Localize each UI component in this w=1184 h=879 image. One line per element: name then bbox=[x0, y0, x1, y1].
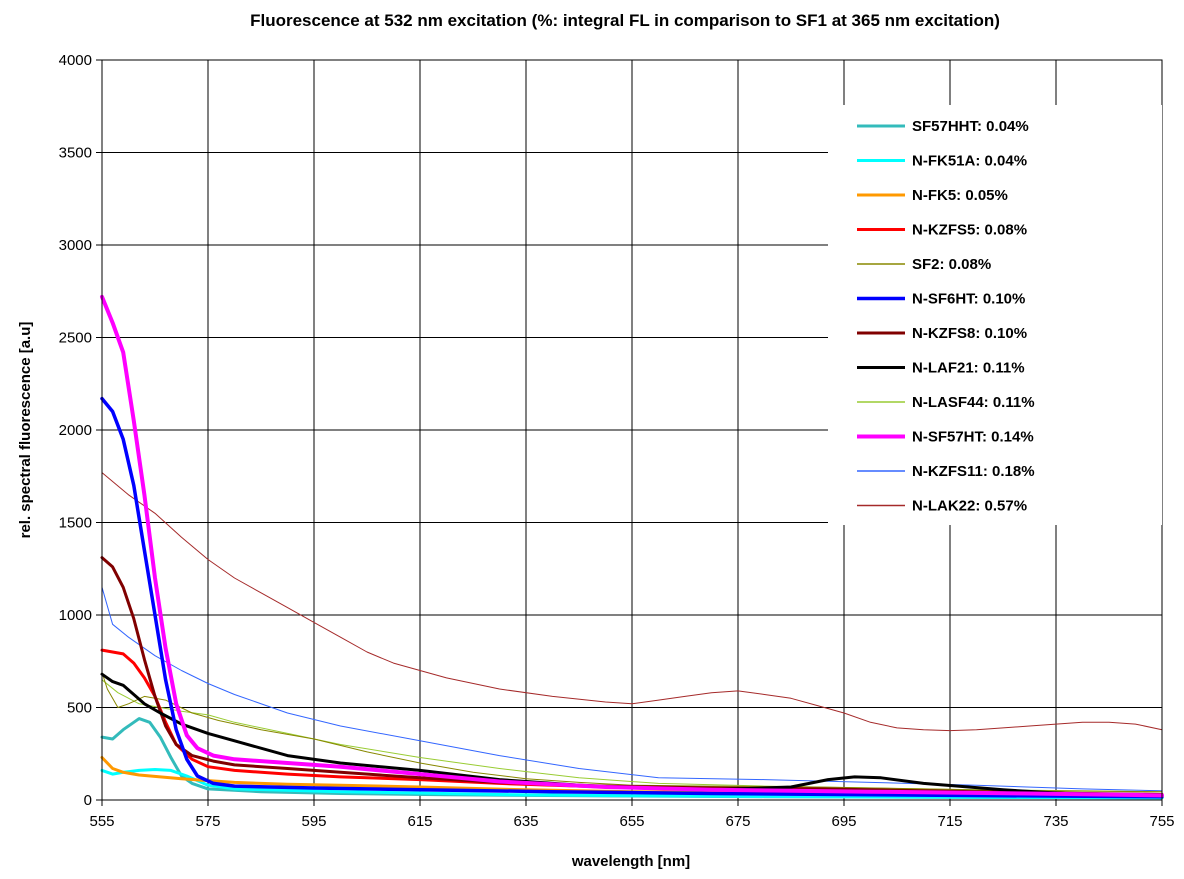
y-tick-label-5: 2500 bbox=[59, 330, 92, 347]
y-tick-label-3: 1500 bbox=[59, 515, 92, 532]
series-line-7 bbox=[100, 672, 1164, 798]
x-tick-label-1: 575 bbox=[195, 813, 220, 830]
legend-entry-10: N-KZFS11: 0.18% bbox=[912, 463, 1035, 480]
x-tick-label-6: 675 bbox=[725, 813, 750, 830]
x-tick-label-10: 755 bbox=[1149, 813, 1174, 830]
y-tick-label-0: 0 bbox=[84, 792, 92, 809]
legend-entry-6: N-KZFS8: 0.10% bbox=[912, 325, 1027, 342]
y-axis-label: rel. spectral fluorescence [a.u] bbox=[17, 322, 34, 539]
chart-title: Fluorescence at 532 nm excitation (%: in… bbox=[250, 11, 1000, 30]
x-axis-label: wavelength [nm] bbox=[571, 853, 690, 870]
series-line-9 bbox=[100, 294, 1164, 798]
x-tick-label-7: 695 bbox=[831, 813, 856, 830]
y-tick-label-1: 500 bbox=[67, 700, 92, 717]
x-tick-label-2: 595 bbox=[301, 813, 326, 830]
y-tick-label-4: 2000 bbox=[59, 422, 92, 439]
x-tick-label-9: 735 bbox=[1043, 813, 1068, 830]
legend-entry-5: N-SF6HT: 0.10% bbox=[912, 291, 1025, 308]
legend: SF57HHT: 0.04% N-FK51A: 0.04% N-FK5: 0.05%… bbox=[828, 105, 1162, 525]
legend-entry-8: N-LASF44: 0.11% bbox=[912, 394, 1035, 411]
legend-entry-3: N-KZFS5: 0.08% bbox=[912, 222, 1027, 239]
y-tick-label-8: 4000 bbox=[59, 52, 92, 69]
tick-labels: 555 575 595 615 635 655 675 695 715 735 755 0 500 100… bbox=[59, 52, 1175, 830]
x-tick-label-0: 555 bbox=[89, 813, 114, 830]
legend-entry-2: N-FK5: 0.05% bbox=[912, 187, 1008, 204]
legend-entry-7: N-LAF21: 0.11% bbox=[912, 360, 1025, 377]
legend-box bbox=[828, 105, 1162, 525]
y-tick-label-7: 3500 bbox=[59, 145, 92, 162]
legend-entry-4: SF2: 0.08% bbox=[912, 256, 991, 273]
series-line-6 bbox=[100, 556, 1164, 796]
x-tick-label-3: 615 bbox=[407, 813, 432, 830]
y-tick-label-2: 1000 bbox=[59, 607, 92, 624]
series-line-11 bbox=[101, 472, 1163, 732]
x-tick-label-8: 715 bbox=[937, 813, 962, 830]
legend-entry-0: SF57HHT: 0.04% bbox=[912, 118, 1029, 135]
x-tick-label-5: 655 bbox=[619, 813, 644, 830]
series-layer bbox=[100, 294, 1164, 800]
legend-entry-1: N-FK51A: 0.04% bbox=[912, 153, 1027, 170]
x-tick-label-4: 635 bbox=[513, 813, 538, 830]
series-line-5 bbox=[100, 396, 1164, 799]
y-tick-label-6: 3000 bbox=[59, 237, 92, 254]
legend-entry-9: N-SF57HT: 0.14% bbox=[912, 429, 1034, 446]
legend-entry-11: N-LAK22: 0.57% bbox=[912, 498, 1027, 515]
series-line-10 bbox=[101, 586, 1163, 792]
